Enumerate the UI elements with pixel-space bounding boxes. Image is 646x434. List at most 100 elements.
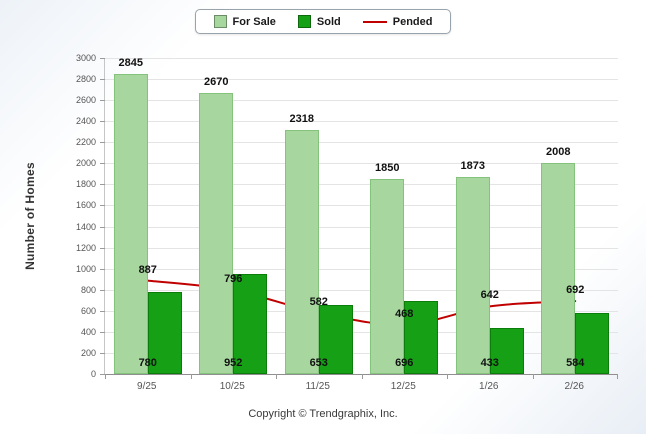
y-axis-tick-label: 1800 xyxy=(75,179,96,190)
pended-value-label: 582 xyxy=(309,295,328,308)
sold-value-label: 952 xyxy=(224,357,243,369)
x-axis-category-label: 1/26 xyxy=(479,381,499,392)
y-axis-tick xyxy=(100,268,105,270)
pended-value-label: 796 xyxy=(224,273,243,286)
bar-for-sale xyxy=(284,129,319,374)
y-axis-title: Number of Homes xyxy=(23,162,37,270)
legend-item-sold: Sold xyxy=(297,15,341,28)
x-axis-tick xyxy=(533,374,534,379)
gridline xyxy=(105,100,618,102)
legend-item-for-sale: For Sale xyxy=(213,15,276,28)
pended-line-swatch xyxy=(362,20,387,23)
sold-value-label: 584 xyxy=(566,357,585,369)
gridline xyxy=(105,121,618,123)
copyright-text: Copyright © Trendgraphix, Inc. xyxy=(248,408,398,420)
bar-for-sale xyxy=(199,92,234,374)
gridline xyxy=(105,226,618,228)
for-sale-swatch xyxy=(213,15,227,28)
legend-label: Sold xyxy=(316,15,341,28)
x-axis-tick xyxy=(191,374,192,379)
legend-row: For Sale Sold Pended xyxy=(0,9,646,34)
y-axis-tick xyxy=(100,184,105,186)
sold-value-label: 780 xyxy=(138,357,157,369)
y-axis-tick-label: 200 xyxy=(80,347,96,358)
bar-sold xyxy=(318,305,353,374)
gridline xyxy=(105,163,618,165)
sold-value-label: 433 xyxy=(480,357,499,369)
for-sale-value-label: 2318 xyxy=(289,112,314,125)
bar-for-sale xyxy=(113,74,148,374)
legend: For Sale Sold Pended xyxy=(194,9,452,34)
y-axis-tick-label: 1600 xyxy=(75,200,96,211)
plot-area: 2845 780 887 2670 952 796 2318 653 582 1850 696 468… xyxy=(100,57,618,379)
pended-value-label: 642 xyxy=(480,289,499,302)
y-axis-tick xyxy=(100,205,105,207)
gridline xyxy=(105,184,618,186)
sold-swatch xyxy=(297,15,311,28)
y-axis-tick-label: 3000 xyxy=(75,53,96,63)
bar-for-sale xyxy=(370,179,405,374)
y-axis-tick-label: 1000 xyxy=(75,263,96,274)
bar-for-sale xyxy=(455,176,490,374)
gridline xyxy=(105,58,618,59)
y-axis-tick-label: 600 xyxy=(80,305,96,316)
x-axis-category-label: 10/25 xyxy=(219,381,245,392)
bar-sold xyxy=(233,273,268,374)
y-axis-tick-label: 0 xyxy=(90,369,96,379)
y-axis-tick-label: 400 xyxy=(80,326,96,337)
y-axis-tick xyxy=(100,289,105,291)
y-axis-tick xyxy=(100,79,105,81)
y-axis-tick xyxy=(100,310,105,312)
bar-sold xyxy=(489,328,524,374)
sold-value-label: 696 xyxy=(395,357,414,369)
legend-label: Pended xyxy=(392,15,433,28)
y-axis-tick xyxy=(100,163,105,165)
y-axis-tick xyxy=(100,100,105,102)
y-axis-tick xyxy=(100,331,105,333)
y-axis-tick-label: 2000 xyxy=(75,158,96,169)
x-axis-category-label: 2/26 xyxy=(564,381,584,392)
bar-sold xyxy=(575,312,610,374)
sold-value-label: 653 xyxy=(309,357,328,369)
y-axis-tick xyxy=(100,352,105,354)
y-axis-tick xyxy=(100,142,105,144)
x-axis-category-label: 11/25 xyxy=(305,381,330,392)
y-axis-tick xyxy=(100,374,105,375)
x-axis-category-label: 9/25 xyxy=(137,381,157,392)
y-axis-tick-label: 2400 xyxy=(75,116,96,127)
for-sale-value-label: 1873 xyxy=(460,159,485,172)
legend-label: For Sale xyxy=(232,15,276,28)
y-axis-tick-label: 2600 xyxy=(75,95,96,106)
pended-value-label: 468 xyxy=(395,307,414,320)
x-axis-tick xyxy=(617,374,618,379)
y-axis-tick-label: 2200 xyxy=(75,137,96,148)
bar-sold xyxy=(404,300,439,374)
gridline xyxy=(105,79,618,81)
gridline xyxy=(105,310,618,312)
legend-item-pended: Pended xyxy=(362,15,433,28)
y-axis-tick xyxy=(100,121,105,123)
y-axis-tick-label: 800 xyxy=(80,284,96,295)
y-axis-tick xyxy=(100,58,105,59)
x-axis-tick xyxy=(276,374,277,379)
gridline xyxy=(105,142,618,144)
for-sale-value-label: 1850 xyxy=(375,162,400,175)
x-axis-tick xyxy=(105,374,106,379)
y-axis-tick xyxy=(100,247,105,249)
x-axis-category-label: 12/25 xyxy=(390,381,416,392)
y-axis-tick-label: 2800 xyxy=(75,74,96,85)
gridline xyxy=(105,205,618,207)
x-axis-tick xyxy=(447,374,448,379)
bar-sold xyxy=(147,291,182,374)
gridline xyxy=(105,268,618,270)
gridline xyxy=(105,331,618,333)
bar-for-sale xyxy=(541,162,576,374)
gridline xyxy=(105,352,618,354)
gridline xyxy=(105,289,618,291)
y-axis-tick xyxy=(100,226,105,228)
y-axis-tick-label: 1200 xyxy=(75,242,96,253)
for-sale-value-label: 2670 xyxy=(204,75,229,88)
for-sale-value-label: 2008 xyxy=(546,145,571,158)
for-sale-value-label: 2845 xyxy=(118,57,143,70)
